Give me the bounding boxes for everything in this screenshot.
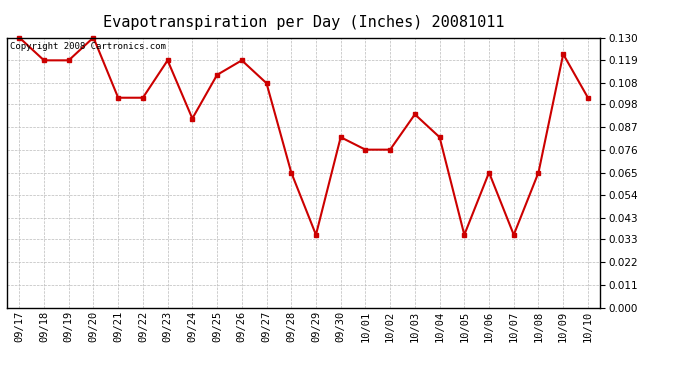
Text: Copyright 2008 Cartronics.com: Copyright 2008 Cartronics.com bbox=[10, 42, 166, 51]
Text: Evapotranspiration per Day (Inches) 20081011: Evapotranspiration per Day (Inches) 2008… bbox=[103, 15, 504, 30]
